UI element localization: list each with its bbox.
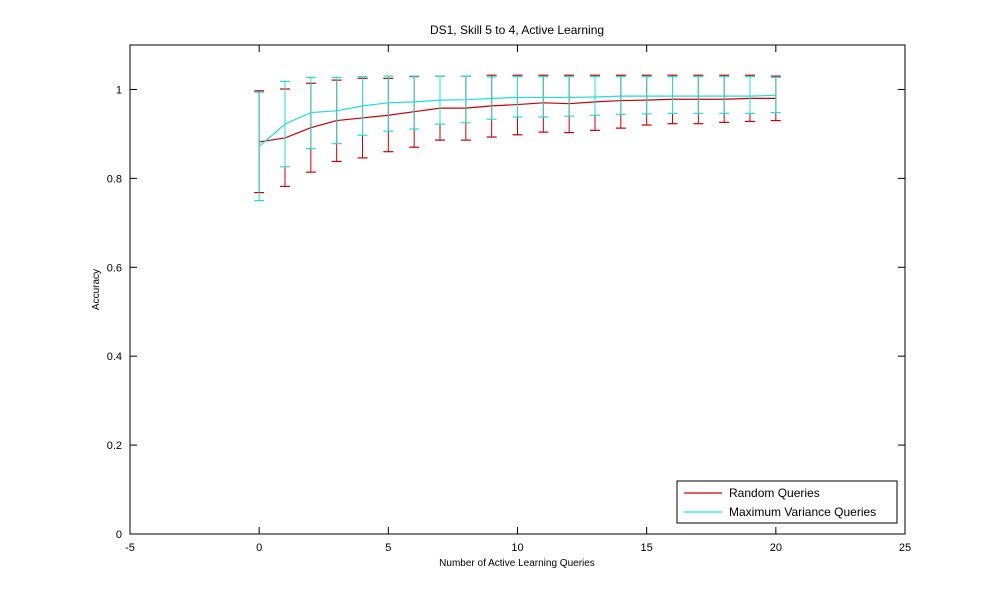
x-axis-label: Number of Active Learning Queries (439, 558, 595, 569)
y-tick-label: 0.2 (107, 440, 122, 452)
series-2 (254, 75, 781, 202)
y-tick-label: 0.4 (107, 351, 122, 363)
y-tick-label: 0.6 (107, 262, 122, 274)
chart-title: DS1, Skill 5 to 4, Active Learning (430, 23, 604, 37)
x-tick-label: -5 (125, 542, 135, 554)
legend-entry: Maximum Variance Queries (729, 505, 876, 519)
series-line (258, 94, 776, 147)
x-tick-label: 0 (256, 542, 262, 554)
x-tick-label: 20 (770, 542, 782, 554)
x-tick-label: 15 (641, 542, 653, 554)
x-tick-label: 5 (385, 542, 391, 554)
y-tick-label: 0 (116, 529, 122, 541)
y-axis-label: Accuracy (91, 269, 102, 310)
y-tick-label: 1 (116, 84, 122, 96)
y-tick-label: 0.8 (107, 173, 122, 185)
x-tick-label: 10 (511, 542, 523, 554)
x-tick-label: 25 (899, 542, 911, 554)
legend: Random Queries Maximum Variance Queries (676, 480, 898, 524)
legend-entry: Random Queries (729, 486, 820, 500)
legend-box (676, 480, 898, 524)
